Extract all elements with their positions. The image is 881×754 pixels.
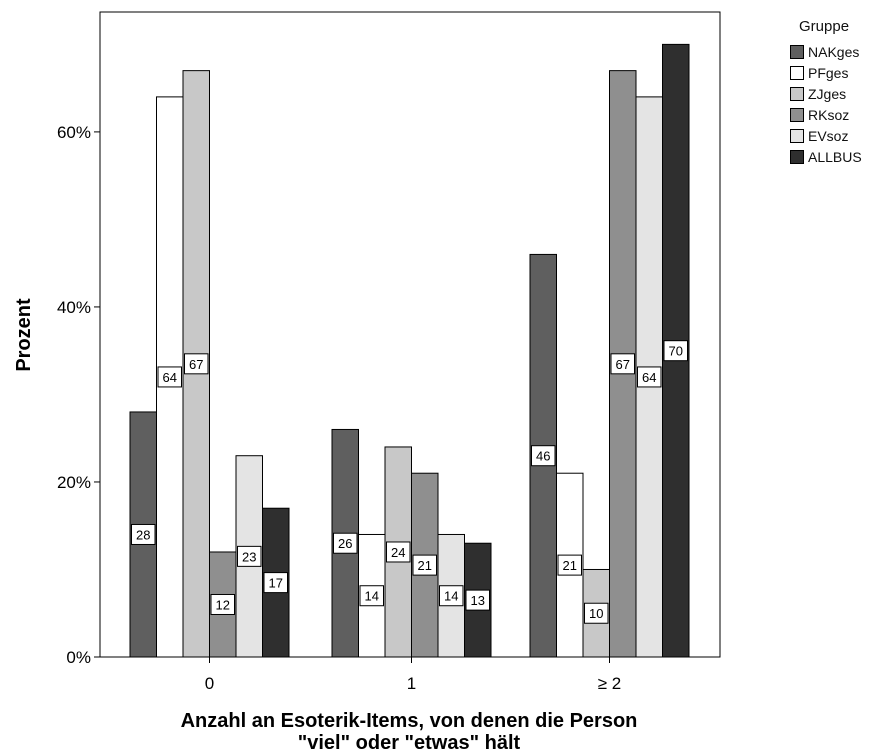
bar-label-EVsoz-2: 64 <box>642 370 656 385</box>
bar-label-ZJges-1: 24 <box>391 545 405 560</box>
bar-label-box-PFges-0 <box>157 366 182 388</box>
bar-label-PFges-1: 14 <box>365 589 379 604</box>
bars <box>129 43 690 658</box>
bar-label-NAKges-0: 28 <box>136 527 150 542</box>
bar-label-RKsoz-1: 21 <box>418 558 432 573</box>
x-tick-label-2: ≥ 2 <box>598 674 622 693</box>
legend-item-ZJges: ZJges <box>790 83 862 104</box>
bar-label-box-PFges-2 <box>557 554 582 576</box>
legend-swatch-ZJges <box>790 86 804 101</box>
bar-label-box-NAKges-2 <box>531 445 556 467</box>
bar-label-NAKges-1: 26 <box>338 536 352 551</box>
legend-item-NAKges: NAKges <box>790 41 862 62</box>
bar-label-box-ZJges-1 <box>386 541 411 563</box>
y-tick-label-20: 20% <box>57 473 91 492</box>
bar-label-ZJges-2: 10 <box>589 606 603 621</box>
bar-label-box-ALLBUS-1 <box>465 589 490 611</box>
bar-label-NAKges-2: 46 <box>536 449 550 464</box>
bar-label-box-RKsoz-1 <box>412 554 437 576</box>
legend-item-ALLBUS: ALLBUS <box>790 146 862 167</box>
legend-label-RKsoz: RKsoz <box>808 106 850 123</box>
legend-swatch-EVsoz <box>790 128 804 143</box>
legend-label-EVsoz: EVsoz <box>808 127 849 144</box>
bar-label-box-EVsoz-2 <box>637 366 662 388</box>
x-tick-label-0: 0 <box>205 674 214 693</box>
legend-items: NAKges PFges ZJges RKsoz EVsoz ALLBUS <box>790 41 862 167</box>
bar-label-EVsoz-0: 23 <box>242 549 256 564</box>
bar-label-PFges-0: 64 <box>163 370 177 385</box>
bar-labels: 28 64 67 12 23 17 26 14 24 21 14 13 46 21 10 67 64 70 <box>131 340 688 624</box>
legend-swatch-NAKges <box>790 44 804 59</box>
legend-swatch-PFges <box>790 65 804 80</box>
bar-label-box-ALLBUS-2 <box>663 340 688 362</box>
x-tick-label-1: 1 <box>407 674 416 693</box>
legend-item-RKsoz: RKsoz <box>790 104 862 125</box>
bar-label-ALLBUS-0: 17 <box>269 576 283 591</box>
bar-label-box-RKsoz-0 <box>210 593 235 615</box>
legend-item-EVsoz: EVsoz <box>790 125 862 146</box>
bar-label-ALLBUS-2: 70 <box>669 344 683 359</box>
bar-label-box-ZJges-0 <box>184 353 209 375</box>
x-axis: 0 1 ≥ 2 <box>205 657 621 693</box>
bar-label-box-EVsoz-1 <box>439 585 464 607</box>
bar-label-PFges-2: 21 <box>563 558 577 573</box>
legend-label-ALLBUS: ALLBUS <box>808 148 862 165</box>
x-axis-title-line-1: Anzahl an Esoterik-Items, von denen die … <box>181 710 638 732</box>
legend-item-PFges: PFges <box>790 62 862 83</box>
bar-label-ALLBUS-1: 13 <box>471 593 485 608</box>
bar-label-RKsoz-0: 12 <box>216 597 230 612</box>
legend-swatch-ALLBUS <box>790 149 804 164</box>
bar-label-box-NAKges-1 <box>333 532 358 554</box>
bar-label-box-PFges-1 <box>359 585 384 607</box>
bar-label-box-ALLBUS-0 <box>263 572 288 594</box>
legend-label-PFges: PFges <box>808 64 849 81</box>
bar-label-box-ZJges-2 <box>584 602 609 624</box>
legend-label-NAKges: NAKges <box>808 43 860 60</box>
legend: Gruppe NAKges PFges ZJges RKsoz EVsoz ALLBUS <box>790 18 862 167</box>
bar-label-box-RKsoz-2 <box>610 353 635 375</box>
legend-title: Gruppe <box>799 18 850 35</box>
x-axis-title-line-2: "viel" oder "etwas" hält <box>298 732 521 754</box>
y-tick-label-0: 0% <box>66 648 91 667</box>
legend-label-ZJges: ZJges <box>808 85 847 102</box>
y-axis-title: Prozent <box>13 298 35 372</box>
bar-label-box-NAKges-0 <box>131 523 156 545</box>
bar-label-box-EVsoz-0 <box>237 545 262 567</box>
bar-label-ZJges-0: 67 <box>189 357 203 372</box>
y-tick-label-40: 40% <box>57 298 91 317</box>
legend-swatch-RKsoz <box>790 107 804 122</box>
bar-label-RKsoz-2: 67 <box>616 357 630 372</box>
bar-label-EVsoz-1: 14 <box>444 589 458 604</box>
y-axis: 0% 20% 40% 60% <box>57 123 100 667</box>
y-tick-label-60: 60% <box>57 123 91 142</box>
